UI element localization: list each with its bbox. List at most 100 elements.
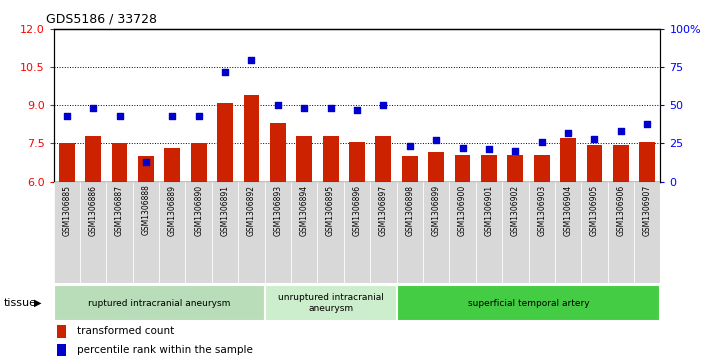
Point — [483, 147, 495, 152]
Bar — [318, 182, 344, 283]
Point — [404, 143, 416, 149]
Point — [642, 121, 653, 126]
Bar — [502, 182, 528, 283]
Bar — [476, 182, 502, 283]
Text: GSM1306898: GSM1306898 — [406, 184, 414, 236]
Bar — [581, 182, 608, 283]
Text: GSM1306899: GSM1306899 — [432, 184, 441, 236]
Text: GSM1306885: GSM1306885 — [62, 184, 71, 236]
Text: GSM1306891: GSM1306891 — [221, 184, 230, 236]
Text: ▶: ▶ — [34, 298, 42, 308]
Bar — [159, 182, 186, 283]
Point — [272, 102, 283, 108]
Text: GSM1306887: GSM1306887 — [115, 184, 124, 236]
Text: GSM1306894: GSM1306894 — [300, 184, 308, 236]
Bar — [376, 136, 391, 182]
Bar — [396, 182, 423, 283]
Text: tissue: tissue — [4, 298, 36, 308]
Point — [589, 136, 600, 142]
Bar — [370, 182, 396, 283]
Bar — [344, 182, 370, 283]
Bar — [138, 156, 154, 182]
Bar — [323, 136, 338, 182]
Point — [193, 113, 204, 119]
Bar — [608, 182, 634, 283]
Bar — [164, 148, 180, 182]
Point — [536, 139, 548, 145]
Bar — [455, 155, 471, 182]
Bar — [639, 142, 655, 182]
Bar — [291, 182, 318, 283]
Bar — [423, 182, 449, 283]
Bar — [449, 182, 476, 283]
Text: percentile rank within the sample: percentile rank within the sample — [77, 345, 253, 355]
Text: GDS5186 / 33728: GDS5186 / 33728 — [46, 12, 157, 25]
Text: GSM1306901: GSM1306901 — [484, 184, 493, 236]
Bar — [613, 145, 629, 182]
Point — [325, 105, 336, 111]
Bar — [265, 182, 291, 283]
Text: GSM1306900: GSM1306900 — [458, 184, 467, 236]
Bar — [428, 152, 444, 182]
Text: GSM1306905: GSM1306905 — [590, 184, 599, 236]
Text: GSM1306897: GSM1306897 — [379, 184, 388, 236]
Text: GSM1306893: GSM1306893 — [273, 184, 282, 236]
Point — [140, 159, 151, 164]
Bar — [106, 182, 133, 283]
Bar — [481, 155, 497, 182]
Point — [166, 113, 178, 119]
Text: GSM1306895: GSM1306895 — [326, 184, 335, 236]
Point — [431, 138, 442, 143]
Point — [246, 57, 257, 62]
Text: GSM1306888: GSM1306888 — [141, 184, 151, 236]
Text: GSM1306890: GSM1306890 — [194, 184, 203, 236]
Bar — [587, 145, 603, 182]
Bar — [270, 123, 286, 182]
Bar — [555, 182, 581, 283]
Point — [563, 130, 574, 136]
Text: GSM1306889: GSM1306889 — [168, 184, 177, 236]
Text: GSM1306907: GSM1306907 — [643, 184, 652, 236]
Bar — [534, 155, 550, 182]
Bar — [111, 143, 127, 182]
Bar — [80, 182, 106, 283]
Point — [351, 107, 363, 113]
Point — [457, 145, 468, 151]
Bar — [57, 344, 66, 356]
Bar — [186, 182, 212, 283]
Bar — [508, 155, 523, 182]
Bar — [212, 182, 238, 283]
Text: transformed count: transformed count — [77, 326, 174, 337]
Bar — [634, 182, 660, 283]
Point — [61, 113, 72, 119]
Point — [219, 69, 231, 75]
Bar — [296, 136, 312, 182]
Bar — [402, 156, 418, 182]
Point — [615, 128, 627, 134]
Bar — [243, 95, 259, 182]
Text: GSM1306886: GSM1306886 — [89, 184, 98, 236]
Text: GSM1306892: GSM1306892 — [247, 184, 256, 236]
Bar — [54, 285, 265, 321]
Bar — [133, 182, 159, 283]
Text: unruptured intracranial
aneurysm: unruptured intracranial aneurysm — [278, 293, 383, 313]
Text: GSM1306896: GSM1306896 — [353, 184, 361, 236]
Bar — [265, 285, 396, 321]
Point — [298, 105, 310, 111]
Bar — [59, 143, 75, 182]
Bar — [396, 285, 660, 321]
Bar — [191, 143, 206, 182]
Point — [87, 105, 99, 111]
Bar — [54, 182, 80, 283]
Text: GSM1306906: GSM1306906 — [616, 184, 625, 236]
Text: GSM1306904: GSM1306904 — [563, 184, 573, 236]
Bar — [560, 138, 576, 182]
Text: ruptured intracranial aneurysm: ruptured intracranial aneurysm — [88, 299, 231, 307]
Text: GSM1306903: GSM1306903 — [537, 184, 546, 236]
Point — [510, 148, 521, 154]
Bar — [528, 182, 555, 283]
Text: superficial temporal artery: superficial temporal artery — [468, 299, 589, 307]
Bar — [85, 136, 101, 182]
Text: GSM1306902: GSM1306902 — [511, 184, 520, 236]
Bar — [217, 103, 233, 182]
